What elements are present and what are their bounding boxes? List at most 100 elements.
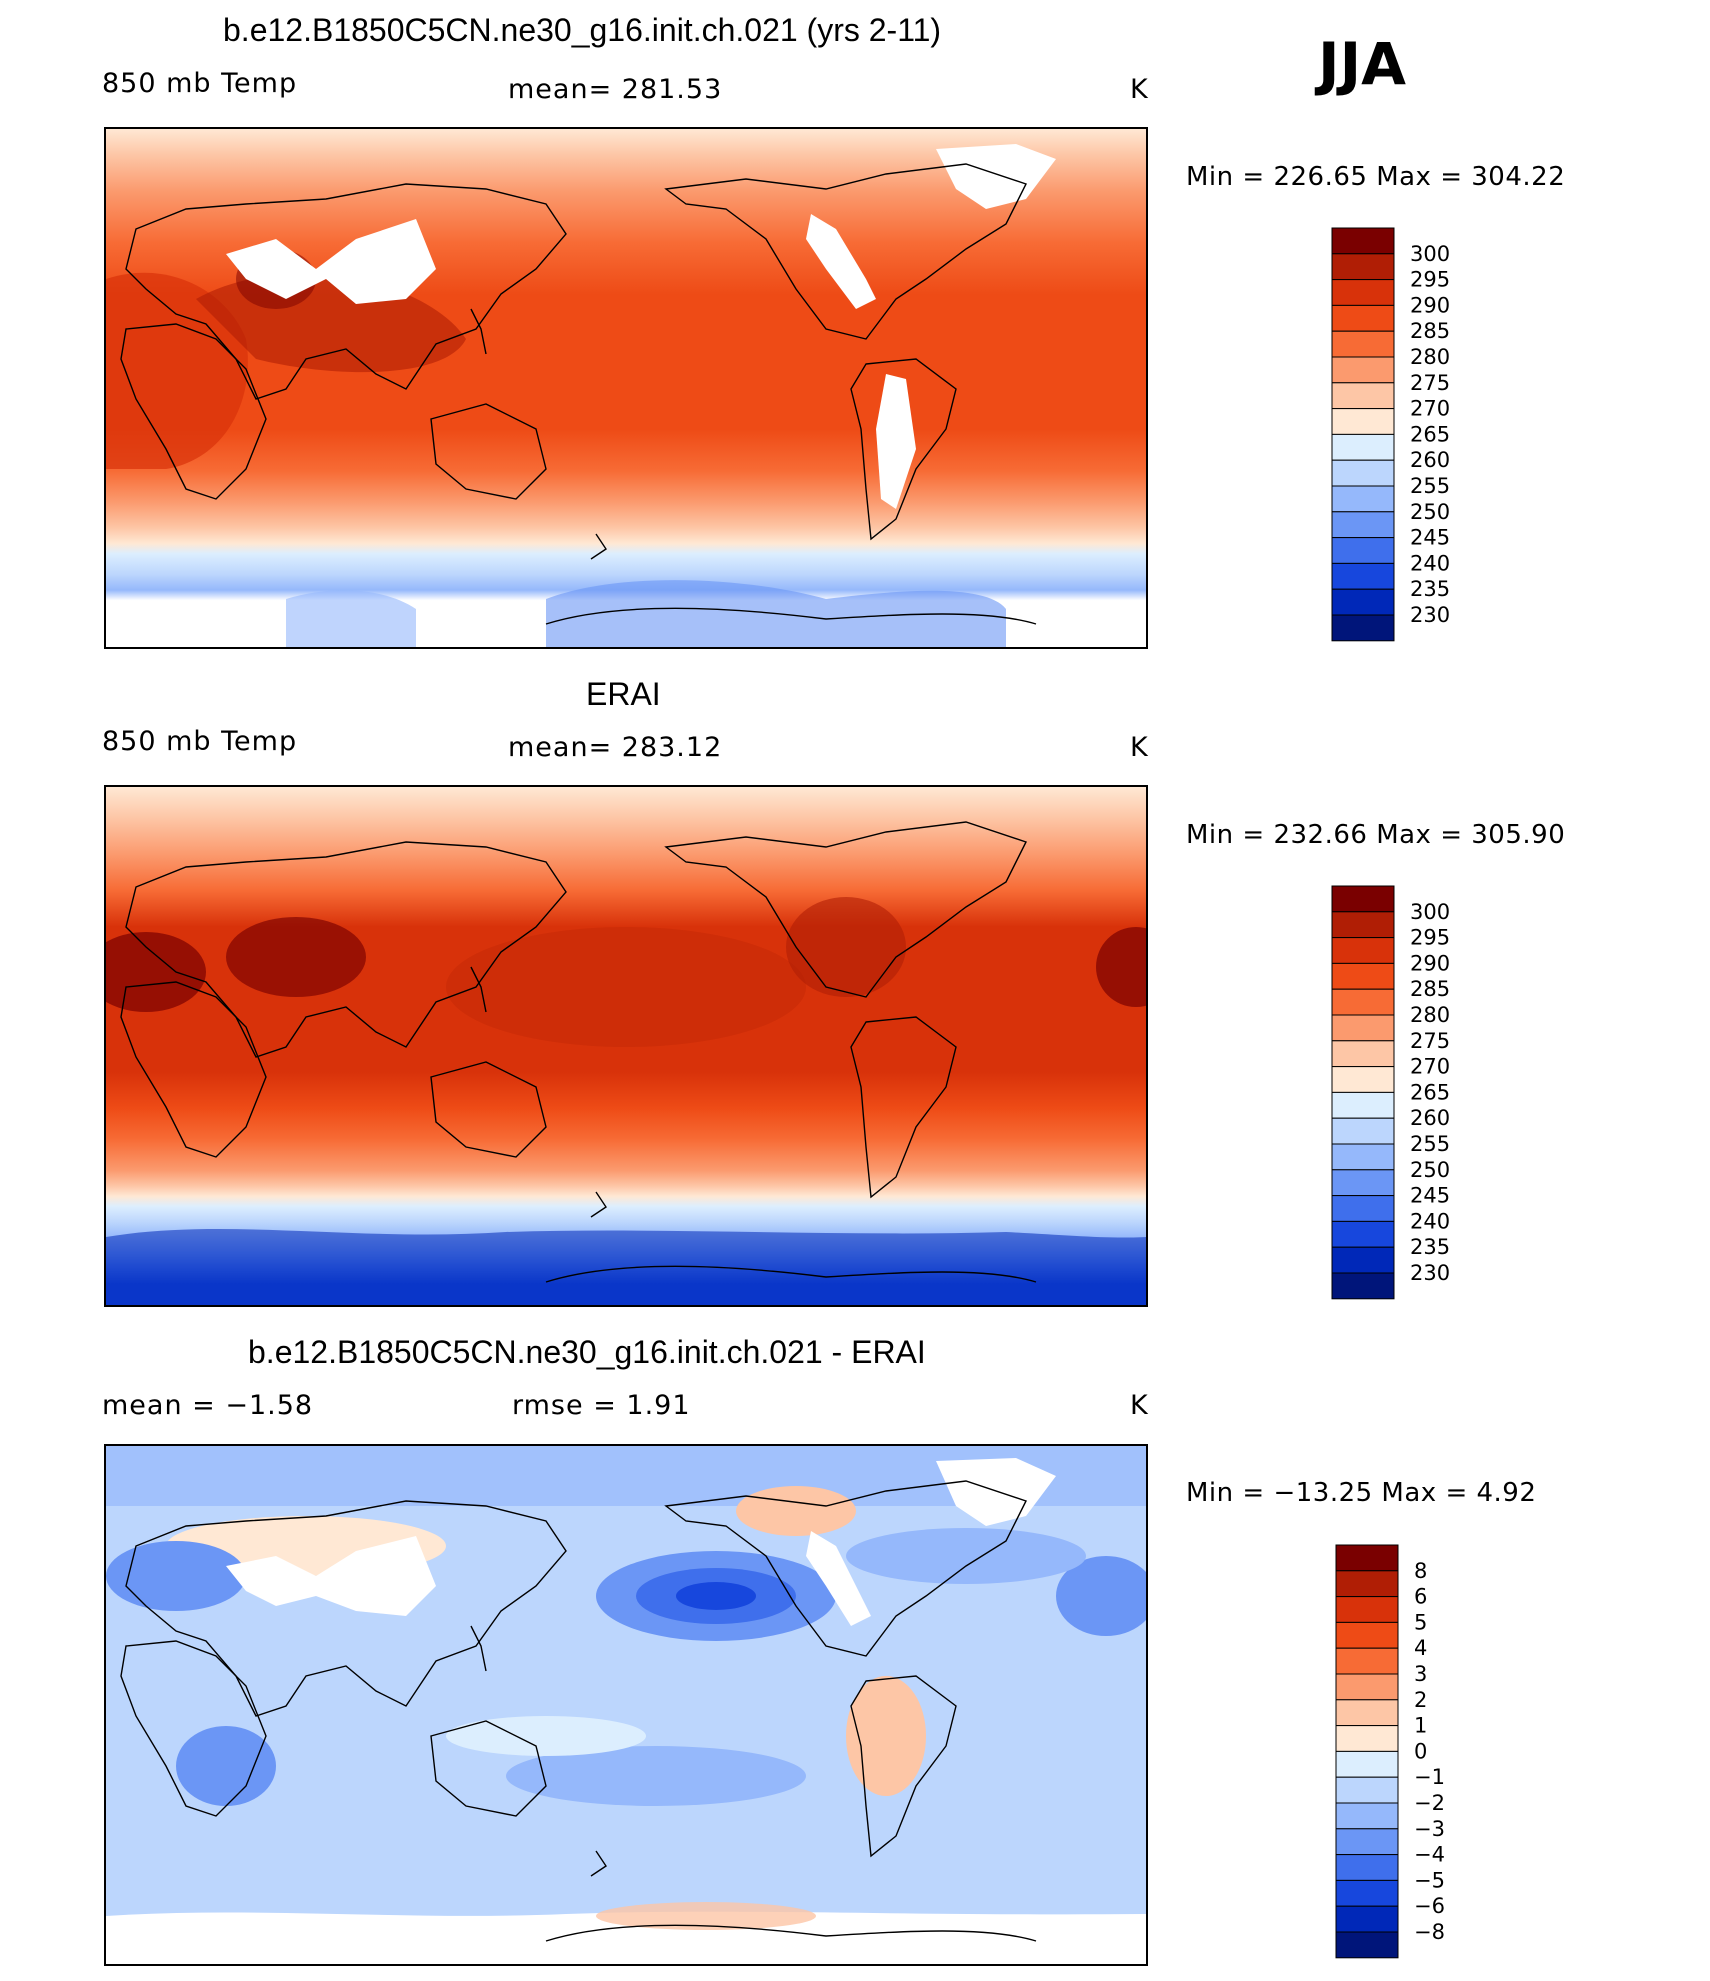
colorbar-swatch [1331, 459, 1395, 487]
panel-2-variable-label: 850 mb Temp [102, 726, 298, 757]
panel-2-mean-label: mean= 283.12 [508, 732, 723, 763]
panel-2-map [104, 785, 1148, 1307]
panel-1-title: b.e12.B1850C5CN.ne30_g16.init.ch.021 (yr… [223, 12, 942, 48]
colorbar-swatch [1331, 511, 1395, 539]
colorbar-2-svg: 3002952902852802752702652602552502452402… [1331, 885, 1450, 1300]
colorbar-swatch [1335, 1802, 1399, 1830]
panel-1-variable-label: 850 mb Temp [102, 68, 298, 99]
colorbar-swatch [1335, 1776, 1399, 1804]
colorbar-swatch [1335, 1879, 1399, 1907]
colorbar-1-svg: 3002952902852802752702652602552502452402… [1331, 227, 1450, 642]
colorbar-tick-label: 285 [1410, 977, 1450, 1001]
panel-3-minmax: Min = −13.25 Max = 4.92 [1186, 1478, 1537, 1508]
colorbar-swatch [1331, 1143, 1395, 1171]
panel-2-units: K [1130, 732, 1149, 763]
colorbar-tick-label: 235 [1410, 577, 1450, 601]
colorbar-swatch [1335, 1647, 1399, 1675]
colorbar-tick-label: 235 [1410, 1235, 1450, 1259]
colorbar-tick-label: 295 [1410, 268, 1450, 292]
colorbar-tick-label: −4 [1414, 1843, 1445, 1867]
colorbar-tick-label: 245 [1410, 526, 1450, 550]
panel-1-minmax: Min = 226.65 Max = 304.22 [1186, 162, 1566, 192]
colorbar-swatch [1331, 227, 1395, 255]
colorbar-swatch [1335, 1621, 1399, 1649]
colorbar-tick-label: 245 [1410, 1184, 1450, 1208]
panel-3-mean-label: mean = −1.58 [102, 1390, 314, 1421]
colorbar-swatch [1335, 1905, 1399, 1933]
colorbar-swatch [1331, 537, 1395, 564]
colorbar-tick-label: 290 [1410, 951, 1450, 975]
colorbar-tick-label: 4 [1414, 1636, 1427, 1660]
colorbar-swatch [1331, 1014, 1395, 1042]
colorbar-swatch [1331, 356, 1395, 384]
colorbar-tick-label: 255 [1410, 1132, 1450, 1156]
panel-1-units: K [1130, 74, 1149, 105]
colorbar-swatch [1331, 1195, 1395, 1222]
panel-2-title: ERAI [586, 676, 661, 712]
colorbar-swatch [1335, 1750, 1399, 1778]
colorbar-tick-label: 2 [1414, 1688, 1427, 1712]
panel-1-mean-label: mean= 281.53 [508, 74, 723, 105]
colorbar-swatch [1331, 937, 1395, 964]
colorbar-swatch [1331, 988, 1395, 1016]
colorbar-tick-label: 1 [1414, 1714, 1427, 1738]
colorbar-tick-label: 280 [1410, 345, 1450, 369]
colorbar-swatch [1335, 1570, 1399, 1598]
colorbar-tick-label: 0 [1414, 1739, 1427, 1763]
colorbar-swatch [1331, 330, 1395, 358]
colorbar-swatch [1331, 485, 1395, 513]
colorbar-swatch [1331, 1066, 1395, 1093]
colorbar-tick-label: 8 [1414, 1559, 1427, 1583]
colorbar-swatch [1335, 1673, 1399, 1701]
colorbar-tick-label: −8 [1414, 1920, 1445, 1944]
colorbar-tick-label: 300 [1410, 242, 1450, 266]
colorbar-swatch [1335, 1596, 1399, 1623]
colorbar-tick-label: 270 [1410, 397, 1450, 421]
colorbar-tick-label: −2 [1414, 1791, 1445, 1815]
panel-3-units: K [1130, 1390, 1149, 1421]
colorbar-swatch [1331, 1220, 1395, 1248]
colorbar-swatch [1331, 382, 1395, 410]
panel-1-map-svg [106, 129, 1146, 647]
colorbar-tick-label: 285 [1410, 319, 1450, 343]
colorbar-tick-label: 275 [1410, 371, 1450, 395]
colorbar-swatch [1331, 911, 1395, 939]
colorbar-tick-label: 240 [1410, 1209, 1450, 1233]
colorbar-swatch [1331, 1169, 1395, 1197]
panel-2-minmax: Min = 232.66 Max = 305.90 [1186, 820, 1566, 850]
colorbar-swatch [1331, 885, 1395, 913]
colorbar-tick-label: 265 [1410, 422, 1450, 446]
colorbar-tick-label: 255 [1410, 474, 1450, 498]
colorbar-swatch [1331, 962, 1395, 990]
colorbar-swatch [1331, 433, 1395, 461]
colorbar-tick-label: −5 [1414, 1868, 1445, 1892]
colorbar-swatch [1331, 1246, 1395, 1274]
colorbar-tick-label: −3 [1414, 1817, 1445, 1841]
colorbar-swatch [1331, 588, 1395, 616]
colorbar-swatch [1331, 1091, 1395, 1119]
colorbar-tick-label: 3 [1414, 1662, 1427, 1686]
colorbar-swatch [1335, 1544, 1399, 1572]
colorbar-1: 300 295 290 285 280 275 270 265 260 255 250 245 240 2… [1331, 227, 1472, 642]
colorbar-tick-label: 290 [1410, 293, 1450, 317]
season-label: JJA [1318, 30, 1407, 98]
colorbar-3: 8 6 5 4 3 2 1 0 −1 −2 −3 −4 −5 −6 −8 [1335, 1544, 1476, 1959]
panel-3-map-svg [106, 1446, 1146, 1964]
colorbar-tick-label: 295 [1410, 926, 1450, 950]
colorbar-tick-label: 265 [1410, 1080, 1450, 1104]
colorbar-swatch [1335, 1828, 1399, 1856]
panel-1-map [104, 127, 1148, 649]
colorbar-swatch [1331, 408, 1395, 435]
colorbar-tick-label: 250 [1410, 500, 1450, 524]
colorbar-swatch [1335, 1725, 1399, 1752]
colorbar-swatch [1331, 304, 1395, 332]
colorbar-tick-label: 260 [1410, 448, 1450, 472]
colorbar-tick-label: 280 [1410, 1003, 1450, 1027]
colorbar-tick-label: 260 [1410, 1106, 1450, 1130]
colorbar-tick-label: 275 [1410, 1029, 1450, 1053]
colorbar-swatch [1331, 253, 1395, 281]
colorbar-swatch [1335, 1931, 1399, 1959]
colorbar-2: 300 295 290 285 280 275 270 265 260 255 250 245 240 2… [1331, 885, 1472, 1300]
colorbar-tick-label: 270 [1410, 1055, 1450, 1079]
